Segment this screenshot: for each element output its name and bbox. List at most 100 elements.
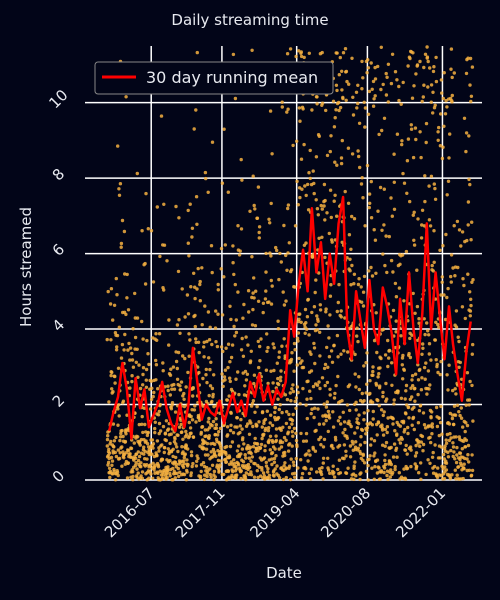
scatter-point bbox=[401, 171, 405, 176]
scatter-point bbox=[289, 268, 294, 272]
scatter-point bbox=[364, 432, 368, 436]
scatter-point bbox=[189, 431, 193, 435]
scatter-point bbox=[269, 278, 273, 283]
scatter-point bbox=[418, 403, 423, 408]
scatter-point bbox=[223, 378, 227, 382]
scatter-point bbox=[465, 371, 470, 375]
scatter-point bbox=[253, 207, 257, 211]
scatter-point bbox=[430, 432, 434, 436]
scatter-point bbox=[347, 233, 352, 237]
scatter-point bbox=[335, 51, 339, 55]
scatter-point bbox=[201, 376, 205, 381]
scatter-point bbox=[339, 161, 344, 166]
scatter-point bbox=[402, 181, 407, 185]
scatter-point bbox=[281, 290, 285, 294]
scatter-point bbox=[147, 449, 152, 454]
scatter-point bbox=[134, 461, 138, 465]
scatter-point bbox=[155, 338, 159, 342]
scatter-point bbox=[302, 55, 306, 60]
scatter-point bbox=[132, 441, 136, 445]
scatter-point bbox=[213, 326, 218, 330]
scatter-point bbox=[420, 208, 425, 212]
scatter-point bbox=[320, 376, 325, 380]
scatter-point bbox=[152, 390, 156, 395]
scatter-point bbox=[294, 54, 298, 59]
scatter-point bbox=[255, 469, 259, 473]
scatter-point bbox=[360, 176, 364, 180]
scatter-point bbox=[378, 384, 382, 388]
scatter-point bbox=[431, 450, 435, 455]
scatter-point bbox=[289, 399, 293, 403]
scatter-point bbox=[250, 48, 254, 52]
scatter-point bbox=[272, 456, 277, 461]
scatter-point bbox=[391, 422, 395, 426]
scatter-point bbox=[239, 157, 243, 162]
scatter-point bbox=[223, 243, 227, 247]
scatter-point bbox=[446, 286, 450, 291]
scatter-point bbox=[293, 285, 297, 289]
scatter-point bbox=[346, 201, 351, 205]
scatter-point bbox=[264, 460, 268, 465]
scatter-point bbox=[450, 416, 455, 421]
scatter-point bbox=[185, 293, 190, 297]
scatter-point bbox=[376, 421, 381, 425]
scatter-point bbox=[454, 460, 459, 465]
scatter-point bbox=[337, 458, 342, 462]
scatter-point bbox=[360, 428, 365, 432]
scatter-point bbox=[212, 404, 216, 409]
scatter-point bbox=[204, 367, 208, 372]
scatter-point bbox=[142, 452, 146, 456]
scatter-point bbox=[290, 444, 294, 448]
scatter-point bbox=[359, 285, 363, 289]
scatter-point bbox=[335, 309, 339, 314]
scatter-point bbox=[362, 399, 366, 403]
scatter-point bbox=[324, 310, 328, 314]
scatter-point bbox=[112, 439, 117, 443]
scatter-point bbox=[468, 290, 472, 294]
scatter-point bbox=[362, 418, 366, 422]
scatter-point bbox=[264, 251, 268, 256]
scatter-point bbox=[348, 408, 352, 413]
scatter-point bbox=[138, 443, 142, 447]
scatter-point bbox=[467, 460, 471, 464]
scatter-point bbox=[426, 369, 431, 373]
scatter-point bbox=[265, 409, 269, 413]
scatter-point bbox=[235, 425, 239, 429]
scatter-point bbox=[273, 467, 277, 471]
scatter-point bbox=[405, 403, 409, 407]
scatter-point bbox=[342, 420, 347, 424]
scatter-point bbox=[350, 152, 355, 156]
scatter-point bbox=[429, 440, 433, 445]
scatter-point bbox=[411, 51, 415, 55]
scatter-point bbox=[216, 433, 220, 437]
scatter-point bbox=[300, 187, 304, 191]
scatter-point bbox=[418, 444, 422, 448]
scatter-point bbox=[391, 470, 395, 475]
scatter-point bbox=[108, 475, 112, 480]
scatter-point bbox=[278, 403, 282, 407]
scatter-point bbox=[317, 380, 321, 384]
scatter-point bbox=[332, 470, 336, 475]
scatter-point bbox=[422, 423, 427, 427]
scatter-point bbox=[340, 138, 344, 143]
scatter-point bbox=[192, 127, 196, 131]
scatter-point bbox=[331, 99, 336, 104]
scatter-point bbox=[429, 416, 433, 420]
scatter-point bbox=[202, 340, 206, 344]
scatter-point bbox=[174, 442, 178, 446]
scatter-point bbox=[428, 66, 432, 70]
scatter-point bbox=[296, 339, 300, 343]
scatter-point bbox=[347, 82, 351, 86]
scatter-point bbox=[165, 476, 169, 480]
scatter-point bbox=[310, 108, 314, 112]
scatter-point bbox=[470, 383, 474, 388]
scatter-point bbox=[209, 475, 213, 479]
scatter-point bbox=[198, 299, 202, 303]
scatter-point bbox=[190, 418, 195, 422]
scatter-point bbox=[354, 474, 358, 478]
scatter-point bbox=[184, 478, 189, 482]
scatter-point bbox=[106, 460, 111, 465]
scatter-point bbox=[205, 380, 209, 385]
scatter-point bbox=[194, 337, 198, 341]
scatter-point bbox=[427, 333, 431, 337]
